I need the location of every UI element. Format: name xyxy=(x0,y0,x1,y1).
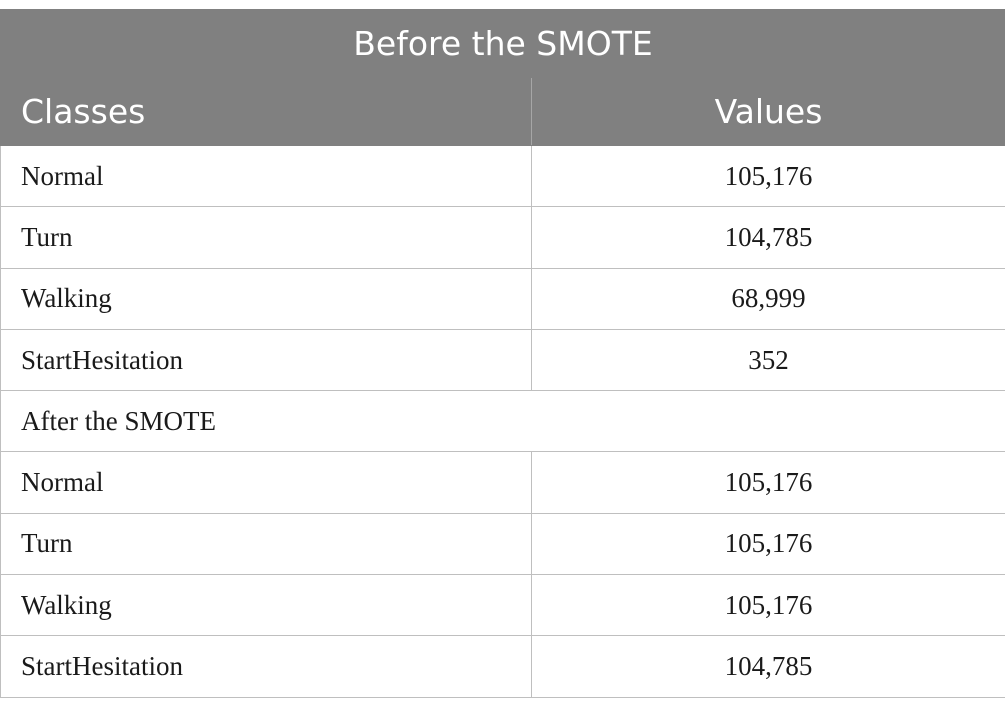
smote-class-table: Before the SMOTE Classes Values Normal 1… xyxy=(0,9,1005,698)
table-row: Walking 105,176 xyxy=(1,575,1005,636)
value-cell: 105,176 xyxy=(532,452,1005,513)
value-cell: 352 xyxy=(532,329,1005,390)
column-header-values: Values xyxy=(532,78,1005,146)
table-title-row: Before the SMOTE xyxy=(1,10,1005,78)
value-cell: 104,785 xyxy=(532,207,1005,268)
value-cell: 105,176 xyxy=(532,575,1005,636)
value-cell: 68,999 xyxy=(532,268,1005,329)
value-cell: 105,176 xyxy=(532,146,1005,207)
table-row: Walking 68,999 xyxy=(1,268,1005,329)
table-title: Before the SMOTE xyxy=(1,10,1005,78)
section-row-after: After the SMOTE xyxy=(1,391,1005,452)
class-cell: Turn xyxy=(1,513,532,574)
class-cell: Walking xyxy=(1,575,532,636)
column-header-classes: Classes xyxy=(1,78,532,146)
class-cell: StartHesitation xyxy=(1,329,532,390)
class-cell: Normal xyxy=(1,146,532,207)
table-row: StartHesitation 104,785 xyxy=(1,636,1005,697)
class-cell: Normal xyxy=(1,452,532,513)
value-cell: 104,785 xyxy=(532,636,1005,697)
class-cell: Turn xyxy=(1,207,532,268)
table-row: Turn 105,176 xyxy=(1,513,1005,574)
section-label-after: After the SMOTE xyxy=(1,391,1005,452)
table-header-row: Classes Values xyxy=(1,78,1005,146)
table-row: Normal 105,176 xyxy=(1,452,1005,513)
value-cell: 105,176 xyxy=(532,513,1005,574)
table-row: Normal 105,176 xyxy=(1,146,1005,207)
class-cell: StartHesitation xyxy=(1,636,532,697)
table-row: Turn 104,785 xyxy=(1,207,1005,268)
table-row: StartHesitation 352 xyxy=(1,329,1005,390)
smote-table-container: Before the SMOTE Classes Values Normal 1… xyxy=(0,9,1005,725)
class-cell: Walking xyxy=(1,268,532,329)
